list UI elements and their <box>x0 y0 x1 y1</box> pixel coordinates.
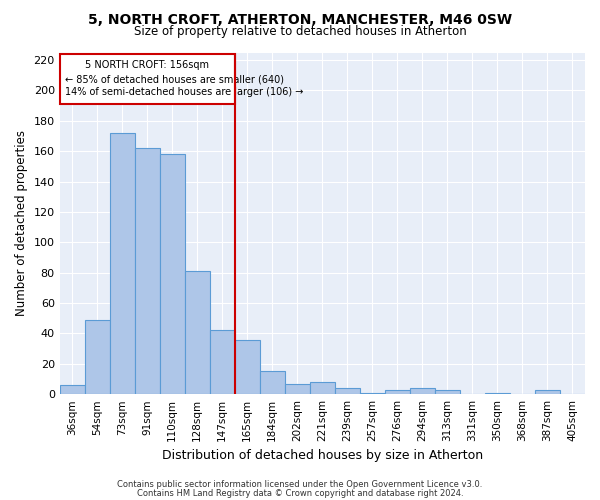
Bar <box>59 385 85 394</box>
Bar <box>310 382 335 394</box>
Bar <box>360 392 385 394</box>
Bar <box>210 330 235 394</box>
Y-axis label: Number of detached properties: Number of detached properties <box>15 130 28 316</box>
Text: 14% of semi-detached houses are larger (106) →: 14% of semi-detached houses are larger (… <box>65 86 303 97</box>
Bar <box>185 271 210 394</box>
Bar <box>160 154 185 394</box>
Text: ← 85% of detached houses are smaller (640): ← 85% of detached houses are smaller (64… <box>65 74 284 84</box>
Bar <box>435 390 460 394</box>
Text: Size of property relative to detached houses in Atherton: Size of property relative to detached ho… <box>134 25 466 38</box>
Bar <box>260 372 285 394</box>
Bar <box>285 384 310 394</box>
Bar <box>110 133 135 394</box>
Text: 5, NORTH CROFT, ATHERTON, MANCHESTER, M46 0SW: 5, NORTH CROFT, ATHERTON, MANCHESTER, M4… <box>88 12 512 26</box>
Bar <box>135 148 160 394</box>
Bar <box>385 390 410 394</box>
X-axis label: Distribution of detached houses by size in Atherton: Distribution of detached houses by size … <box>162 450 483 462</box>
Bar <box>235 340 260 394</box>
FancyBboxPatch shape <box>59 54 235 104</box>
Text: Contains HM Land Registry data © Crown copyright and database right 2024.: Contains HM Land Registry data © Crown c… <box>137 488 463 498</box>
Bar <box>85 320 110 394</box>
Bar <box>535 390 560 394</box>
Bar <box>485 392 510 394</box>
Text: 5 NORTH CROFT: 156sqm: 5 NORTH CROFT: 156sqm <box>85 60 209 70</box>
Bar <box>410 388 435 394</box>
Text: Contains public sector information licensed under the Open Government Licence v3: Contains public sector information licen… <box>118 480 482 489</box>
Bar <box>335 388 360 394</box>
